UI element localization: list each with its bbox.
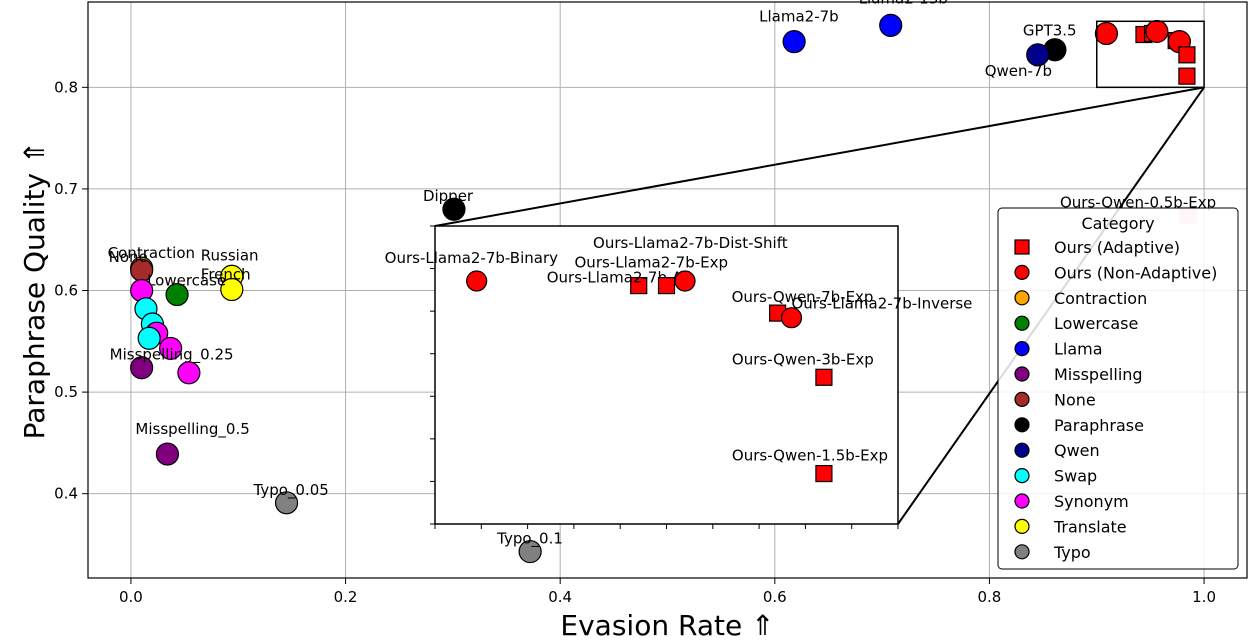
y-tick-label: 0.5 [54, 383, 78, 401]
inset-zoom: Ours-Llama2-7b-BinaryOurs-Llama2-7b-AllO… [385, 20, 1205, 529]
x-tick-label: 0.6 [763, 588, 787, 606]
inset-data-point [657, 277, 676, 295]
point-label: Russian [201, 246, 259, 264]
data-point [137, 326, 161, 350]
legend-marker [1014, 417, 1030, 433]
axis-ticks: 0.0 0.2 0.4 0.6 0.8 1.0 0.4 0.5 0.6 0.7 0.8 [54, 78, 1216, 606]
legend-marker [1014, 493, 1030, 509]
data-point [879, 13, 903, 37]
data-point [274, 491, 299, 515]
inset-point-label: Ours-Llama2-7b-Exp [575, 254, 729, 272]
point-label: Lowercase [147, 272, 226, 290]
legend-entry: Ours (Non-Adaptive) [1054, 263, 1217, 282]
inset-point-label: Ours-Qwen-1.5b-Exp [732, 447, 888, 465]
inset-point-label: Ours-Llama2-7b-All [547, 269, 691, 287]
legend-marker [1014, 290, 1030, 306]
legend-marker [1014, 391, 1030, 407]
legend-entry: Llama [1054, 340, 1103, 359]
zoom-region-box [1096, 20, 1205, 89]
x-tick-label: 0.0 [119, 588, 143, 606]
legend-marker [1014, 442, 1030, 458]
data-point [1094, 21, 1119, 46]
data-point [1178, 67, 1196, 85]
point-label: GPT3.5 [1023, 22, 1077, 40]
legend-entry: Misspelling [1054, 365, 1143, 384]
data-points: Llama2-7b Llama2-13b GPT3.5 Qwen-7b Dipper Ou… [108, 0, 1216, 564]
inset-data-point [815, 368, 833, 386]
legend-box [997, 207, 1239, 570]
legend-marker [1014, 315, 1030, 331]
x-tick-label: 1.0 [1192, 588, 1216, 606]
legend-title: Category [1081, 214, 1154, 233]
point-label: Contraction [108, 244, 195, 262]
legend-entry: Paraphrase [1054, 416, 1144, 435]
zoom-connector-line [434, 86, 1205, 227]
point-label: Typo_0.1 [496, 530, 563, 549]
legend-entry: Translate [1053, 517, 1127, 536]
legend-marker [1014, 264, 1030, 280]
point-label: Dipper [423, 187, 474, 205]
data-point [130, 356, 154, 380]
data-point [442, 197, 466, 221]
legend-entry: None [1054, 390, 1096, 409]
data-point [165, 282, 189, 307]
legend-marker [1014, 239, 1030, 255]
legend-marker [1014, 366, 1030, 382]
inset-data-point [780, 307, 803, 329]
point-label: French [201, 265, 251, 283]
legend-marker [1014, 518, 1030, 535]
point-label: Ours-Qwen-0.5b-Exp [1060, 193, 1216, 211]
point-label: Misspelling_0.25 [110, 346, 234, 365]
y-tick-label: 0.8 [54, 78, 78, 96]
data-point [1178, 46, 1196, 64]
inset-point-label: Ours-Qwen-3b-Exp [732, 350, 874, 368]
inset-point-label: Ours-Llama2-7b-Inverse [792, 295, 973, 313]
plot-frame [87, 1, 1248, 579]
inset-point-label: Ours-Qwen-7b-Exp [732, 288, 874, 306]
point-label: Qwen-7b [985, 62, 1052, 80]
data-point [220, 277, 244, 302]
inset-data-point [674, 270, 696, 292]
inset-point-label: Ours-Llama2-7b-Dist-Shift [593, 234, 788, 252]
legend-entry: Contraction [1054, 289, 1147, 308]
y-tick-label: 0.4 [54, 485, 78, 503]
y-tick-label: 0.6 [54, 282, 78, 300]
data-point [518, 539, 542, 564]
point-label: None [109, 248, 148, 266]
legend-marker [1014, 468, 1030, 484]
legend-entry: Swap [1054, 467, 1097, 486]
data-point [1026, 43, 1050, 67]
x-tick-label: 0.4 [548, 588, 572, 606]
legend-entry: Synonym [1054, 492, 1129, 511]
x-tick-label: 0.2 [334, 588, 358, 606]
data-point [159, 336, 183, 361]
legend-marker [1014, 341, 1030, 357]
legend-entry: Ours (Adaptive) [1054, 238, 1180, 257]
x-tick-label: 0.8 [978, 588, 1002, 606]
inset-data-point [466, 270, 488, 292]
data-point [1145, 19, 1169, 44]
data-point [177, 361, 201, 385]
inset-point-label: Ours-Llama2-7b-Binary [385, 249, 558, 267]
y-axis-title: Paraphrase Quality ⇑ [18, 141, 51, 440]
y-tick-label: 0.7 [54, 180, 78, 198]
x-axis-title: Evasion Rate ⇑ [560, 609, 774, 642]
data-point [155, 442, 180, 466]
legend-entry: Typo [1053, 543, 1091, 562]
point-label: Llama2-7b [759, 8, 839, 26]
inset-data-point [815, 464, 833, 483]
point-label: Misspelling_0.5 [135, 420, 249, 439]
data-point [782, 30, 806, 54]
legend: Category Ours (Adaptive) Ours (Non-Adaptiv… [997, 207, 1239, 570]
point-label: Llama2-13b [859, 0, 948, 7]
legend-entry: Qwen [1054, 441, 1100, 460]
point-label: Typo_0.05 [253, 481, 329, 500]
inset-data-point [630, 277, 648, 295]
legend-entry: Lowercase [1054, 314, 1138, 333]
legend-marker [1014, 544, 1030, 560]
